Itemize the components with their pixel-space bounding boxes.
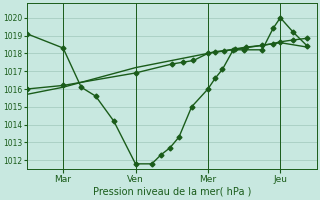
X-axis label: Pression niveau de la mer( hPa ): Pression niveau de la mer( hPa ) [92,187,251,197]
